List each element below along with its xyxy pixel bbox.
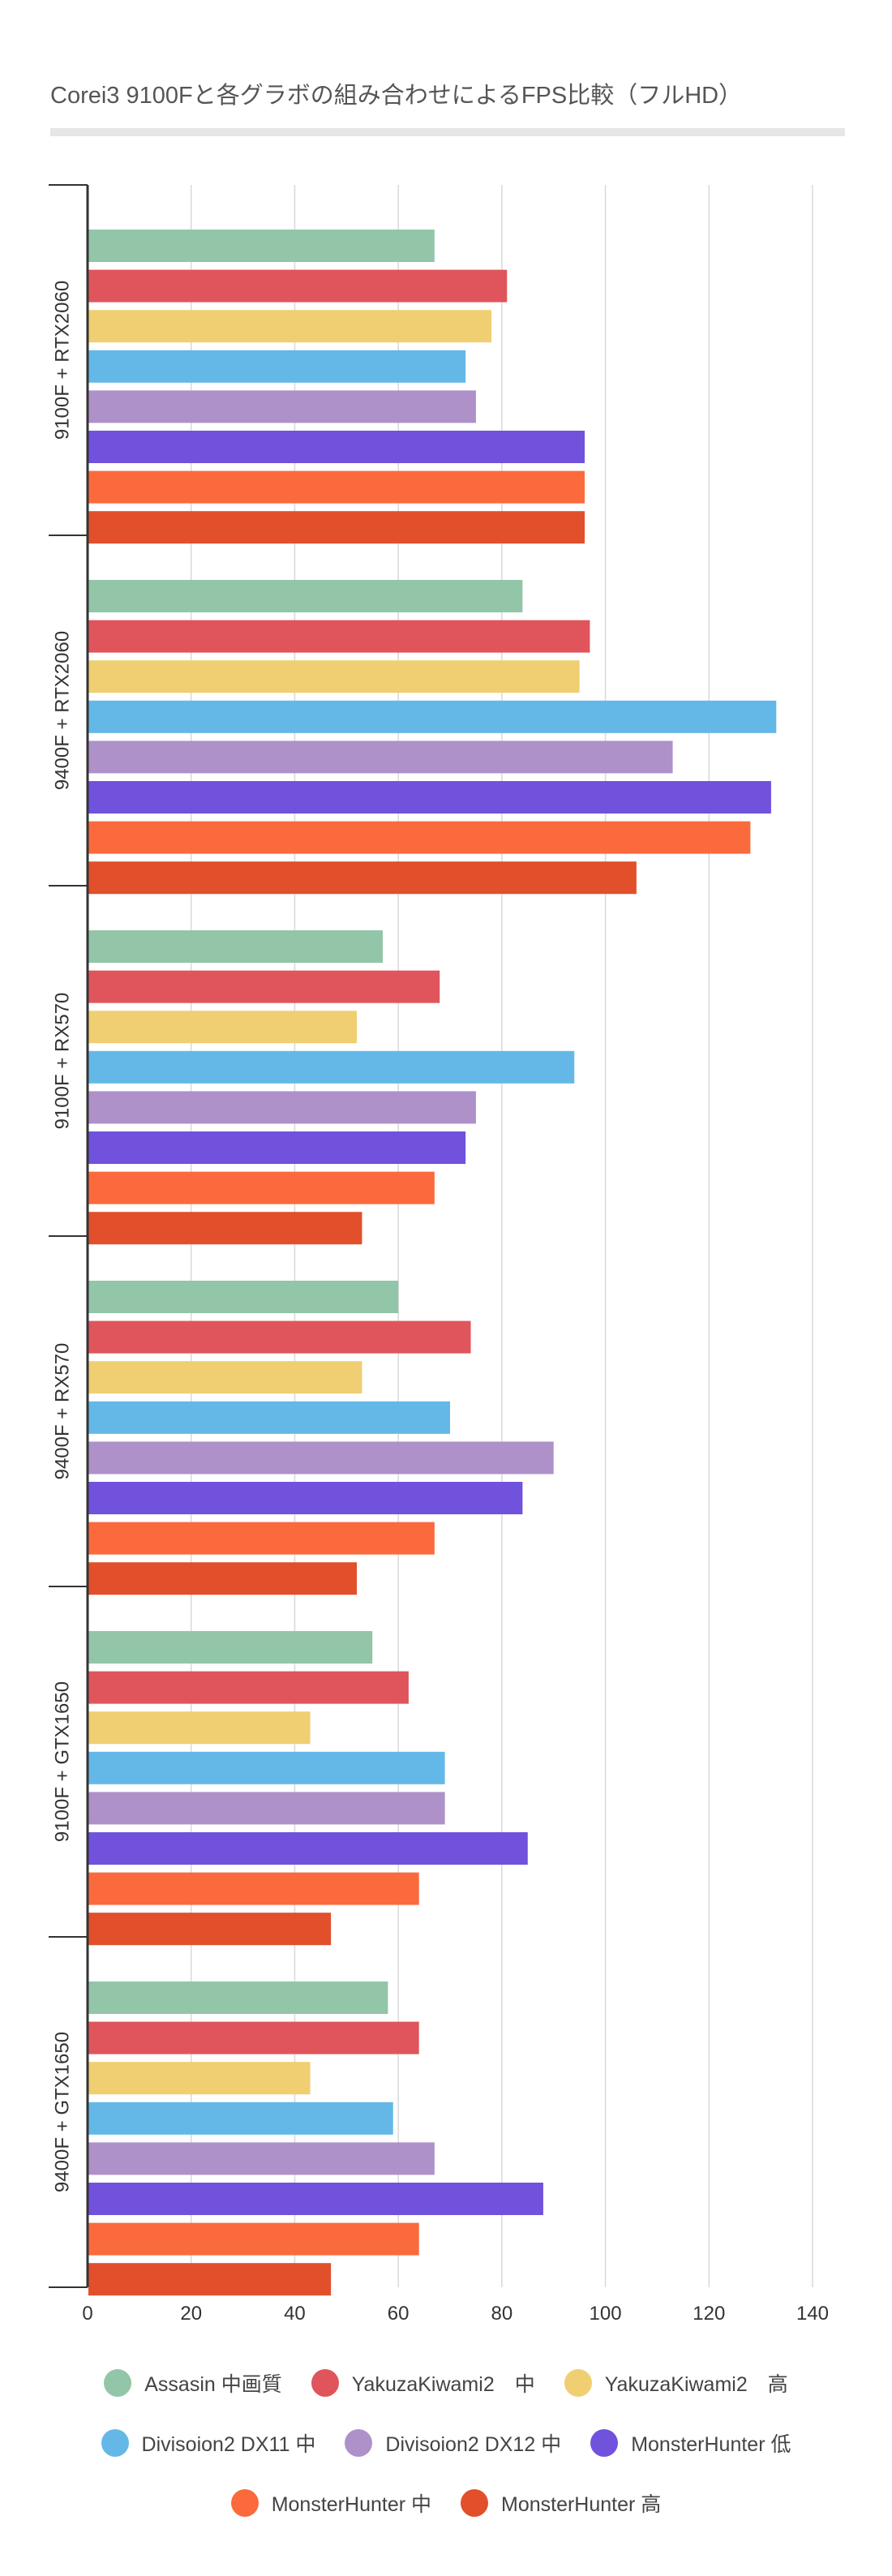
bar — [88, 1913, 332, 1946]
legend-swatch — [345, 2429, 373, 2457]
bar — [88, 2183, 543, 2215]
x-tick-label: 120 — [693, 2303, 725, 2325]
bar — [88, 660, 580, 693]
x-tick-label: 40 — [284, 2303, 306, 2325]
title-divider — [50, 128, 845, 136]
legend-swatch — [311, 2369, 339, 2397]
legend-label: YakuzaKiwami2 中 — [351, 2373, 535, 2396]
x-tick-label: 100 — [590, 2303, 622, 2325]
legend-item: Assasin 中画質 — [104, 2368, 282, 2398]
legend-label: Assasin 中画質 — [144, 2373, 282, 2396]
legend-swatch — [461, 2489, 488, 2517]
category-label: 9400F + RX570 — [51, 1343, 73, 1480]
legend-row: MonsterHunter 中 MonsterHunter 高 — [0, 2488, 892, 2518]
legend-item: Divisoion2 DX11 中 — [101, 2428, 316, 2458]
legend-item: YakuzaKiwami2 中 — [311, 2368, 535, 2398]
bar — [88, 310, 492, 343]
bar — [88, 511, 585, 544]
bar — [88, 1751, 445, 1784]
bar — [88, 1792, 445, 1825]
bar — [88, 620, 590, 653]
bar — [88, 350, 466, 383]
legend-label: YakuzaKiwami2 高 — [604, 2373, 788, 2396]
bar — [88, 1281, 399, 1313]
bar — [88, 1671, 409, 1704]
bar — [88, 1011, 358, 1044]
category-label: 9100F + RX570 — [51, 993, 73, 1130]
bar — [88, 1711, 311, 1745]
legend-row: Assasin 中画質 YakuzaKiwami2 中 YakuzaKiwami2 … — [0, 2368, 892, 2398]
legend-swatch — [230, 2489, 259, 2517]
bar — [88, 1441, 554, 1475]
bar — [88, 1212, 362, 1245]
legend-item: Divisoion2 DX12 中 — [345, 2428, 561, 2458]
legend-swatch — [104, 2369, 132, 2397]
legend-swatch — [101, 2429, 129, 2457]
legend-label: MonsterHunter 高 — [501, 2493, 662, 2516]
bar — [88, 1981, 388, 2014]
bar — [88, 1522, 435, 1555]
bar — [88, 269, 508, 303]
category-label: 9100F + GTX1650 — [51, 1681, 73, 1842]
bar — [88, 2062, 311, 2095]
bar — [88, 781, 771, 814]
bar — [88, 390, 476, 423]
bar — [88, 1131, 466, 1164]
legend-item: MonsterHunter 中 — [230, 2488, 431, 2518]
bar — [88, 700, 777, 733]
bar — [88, 1832, 528, 1865]
bar-chart: 9100F + RTX2060 9400F + RTX2060 9100F + RX… — [49, 184, 829, 2325]
bar — [88, 1361, 362, 1394]
bar — [88, 1562, 358, 1595]
bar — [88, 970, 440, 1003]
bar — [88, 741, 673, 774]
bar — [88, 861, 637, 895]
category-label: 9400F + RTX2060 — [51, 631, 73, 790]
legend-label: Divisoion2 DX12 中 — [385, 2433, 562, 2456]
bar — [88, 2021, 419, 2054]
legend-label: Divisoion2 DX11 中 — [141, 2433, 316, 2456]
chart-title: Corei3 9100Fと各グラボの組み合わせによるFPS比較（フルHD） — [50, 83, 743, 109]
legend-label: MonsterHunter 中 — [271, 2493, 431, 2516]
bar — [88, 1320, 471, 1354]
bar — [88, 1171, 435, 1204]
bar — [88, 930, 383, 963]
bar — [88, 1631, 373, 1664]
x-tick-label: 80 — [491, 2303, 513, 2325]
x-tick-label: 140 — [796, 2303, 829, 2325]
bar — [88, 431, 585, 463]
bar — [88, 1482, 523, 1514]
bar — [88, 230, 435, 262]
bar — [88, 1050, 575, 1084]
x-tick-label: 20 — [180, 2303, 202, 2325]
bar — [88, 2263, 332, 2296]
legend-item: YakuzaKiwami2 高 — [564, 2368, 788, 2398]
bar — [88, 470, 585, 504]
x-tick-label: 60 — [388, 2303, 410, 2325]
bar — [88, 821, 751, 854]
chart-legend: Assasin 中画質 YakuzaKiwami2 中 YakuzaKiwami2 … — [0, 2368, 892, 2548]
legend-item: MonsterHunter 高 — [461, 2488, 661, 2518]
legend-label: MonsterHunter 低 — [631, 2433, 791, 2456]
x-tick-label: 0 — [82, 2303, 92, 2325]
legend-swatch — [564, 2369, 592, 2397]
bar — [88, 2222, 419, 2256]
bar — [88, 580, 523, 612]
category-label: 9400F + GTX1650 — [51, 2032, 73, 2192]
bar — [88, 1872, 419, 1905]
legend-row: Divisoion2 DX11 中 Divisoion2 DX12 中 Monste… — [0, 2428, 892, 2458]
bar — [88, 1401, 450, 1434]
legend-swatch — [590, 2429, 619, 2457]
bar — [88, 2102, 393, 2135]
bar — [88, 2142, 435, 2175]
legend-item: MonsterHunter 低 — [590, 2428, 791, 2458]
category-label: 9100F + RTX2060 — [51, 281, 73, 440]
bar — [88, 1091, 476, 1124]
